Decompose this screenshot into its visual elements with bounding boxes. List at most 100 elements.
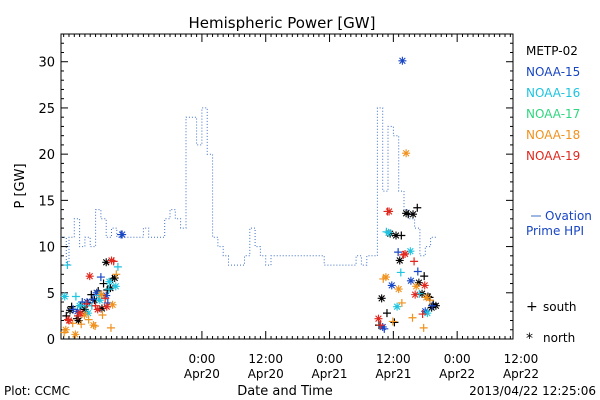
north-marker-glyph: * xyxy=(526,331,533,347)
y-tick-label: 25 xyxy=(38,102,55,117)
noaa-15-south-point xyxy=(413,267,422,276)
noaa-19-north-point xyxy=(64,316,73,325)
x-tick-label-date: Apr22 xyxy=(503,367,539,381)
noaa-18-south-point xyxy=(106,323,115,332)
noaa-18-north-point xyxy=(89,321,98,330)
noaa-15-north-point xyxy=(378,322,387,331)
noaa-16-south-point xyxy=(104,285,113,294)
noaa-19-south-point xyxy=(376,321,385,330)
noaa-15-north-point xyxy=(387,281,396,290)
legend-entry-noaa-15: NOAA-15 xyxy=(526,65,580,79)
y-axis-label: P [GW] xyxy=(13,163,28,208)
noaa-18-north-point xyxy=(71,330,80,339)
noaa-19-north-point xyxy=(385,207,394,216)
noaa-16-north-point xyxy=(423,309,432,318)
ovation-prime-series xyxy=(61,107,436,266)
ovation-prime-line xyxy=(61,107,436,266)
north-marker-label: north xyxy=(543,331,575,345)
y-tick-label: 5 xyxy=(47,287,55,302)
noaa-19-south-point xyxy=(82,299,91,308)
metp-02-north-point xyxy=(110,274,119,282)
noaa-18-north-point xyxy=(97,290,106,299)
metp-02-north-point xyxy=(74,316,83,325)
noaa-19-north-point xyxy=(401,249,410,258)
y-tick-label: 15 xyxy=(38,194,55,209)
noaa-19-north-point xyxy=(107,256,116,265)
noaa-15-south-point xyxy=(96,273,105,282)
y-tick-label: 0 xyxy=(47,333,55,348)
legend-entry-noaa-18: NOAA-18 xyxy=(526,128,580,142)
timestamp: 2013/04/22 12:25:06 xyxy=(469,384,596,398)
noaa-16-south-point xyxy=(113,262,122,271)
noaa-18-south-point xyxy=(84,315,93,324)
metp-02-north-point xyxy=(395,256,404,265)
noaa-16-north-point xyxy=(75,301,84,310)
metp-02-south-point xyxy=(99,279,108,288)
noaa-18-south-point xyxy=(77,320,86,329)
noaa-19-north-point xyxy=(76,309,85,318)
x-tick-label-date: Apr22 xyxy=(439,367,475,381)
noaa-18-south-point xyxy=(112,270,121,279)
x-tick-label-date: Apr20 xyxy=(184,367,220,381)
marker-legend: + south * north xyxy=(526,299,577,347)
metp-02-north-point xyxy=(402,209,411,218)
noaa-19-north-point xyxy=(85,272,94,281)
noaa-16-south-point xyxy=(396,268,405,277)
noaa-15-south-point xyxy=(88,295,97,304)
noaa-15-north-point xyxy=(118,230,127,239)
y-tick-label: 20 xyxy=(38,148,55,163)
noaa-18-north-point xyxy=(412,282,421,291)
noaa-19-north-point xyxy=(411,290,420,299)
metp-02-north-point xyxy=(414,278,423,287)
noaa-16-north-point xyxy=(111,282,120,291)
plot-frame xyxy=(60,33,514,340)
noaa-18-south-point xyxy=(397,298,406,307)
metp-02-north-point xyxy=(97,304,106,313)
x-tick-label-date: Apr21 xyxy=(375,367,411,381)
metp-02-south-point xyxy=(87,290,96,299)
noaa-16-north-point xyxy=(60,292,69,301)
noaa-15-north-point xyxy=(73,307,82,316)
metp-02-north-point xyxy=(102,258,111,267)
noaa-16-south-point xyxy=(71,292,80,301)
noaa-15-north-point xyxy=(398,56,407,65)
ovation-legend-label-2: Prime HPI xyxy=(526,224,584,238)
noaa-19-north-point xyxy=(374,314,383,323)
x-tick-label-date: Apr21 xyxy=(312,367,348,381)
noaa-18-north-point xyxy=(108,300,117,309)
noaa-16-south-point xyxy=(63,261,72,270)
metp-02-north-point xyxy=(409,210,418,219)
x-axis-label: Date and Time xyxy=(237,384,333,399)
noaa-16-north-point xyxy=(105,277,114,286)
chart-title: Hemispheric Power [GW] xyxy=(189,14,376,32)
noaa-18-north-point xyxy=(80,310,89,319)
legend-entry-noaa-19: NOAA-19 xyxy=(526,149,580,163)
y-tick-label: 10 xyxy=(38,241,55,256)
noaa-19-south-point xyxy=(410,257,419,266)
x-tick-label-time: 0:00 xyxy=(444,352,471,366)
data-points xyxy=(60,56,440,339)
metp-02-north-point xyxy=(90,296,99,305)
x-axis: 0:00Apr2012:00Apr200:00Apr2112:00Apr210:… xyxy=(63,34,539,381)
noaa-15-north-point xyxy=(102,291,111,300)
noaa-18-north-point xyxy=(422,293,431,302)
noaa-19-north-point xyxy=(93,305,102,314)
legend-entry-noaa-16: NOAA-16 xyxy=(526,86,580,100)
noaa-16-north-point xyxy=(393,302,402,311)
metp-02-north-point xyxy=(392,231,401,240)
south-marker-label: south xyxy=(543,300,577,314)
metp-02-north-point xyxy=(106,284,115,293)
noaa-18-north-point xyxy=(394,285,403,294)
plot-source: Plot: CCMC xyxy=(4,384,70,398)
noaa-15-south-point xyxy=(428,301,437,310)
noaa-19-north-point xyxy=(102,302,111,311)
south-marker-glyph: + xyxy=(526,299,538,315)
noaa-19-south-point xyxy=(101,294,110,303)
ovation-legend: Ovation Prime HPI xyxy=(526,209,592,238)
noaa-15-north-point xyxy=(406,276,415,285)
metp-02-north-point xyxy=(377,294,386,303)
noaa-15-north-point xyxy=(92,288,101,297)
noaa-16-north-point xyxy=(84,309,93,318)
metp-02-south-point xyxy=(382,309,391,318)
legend-entry-metp-02: METP-02 xyxy=(526,44,578,58)
